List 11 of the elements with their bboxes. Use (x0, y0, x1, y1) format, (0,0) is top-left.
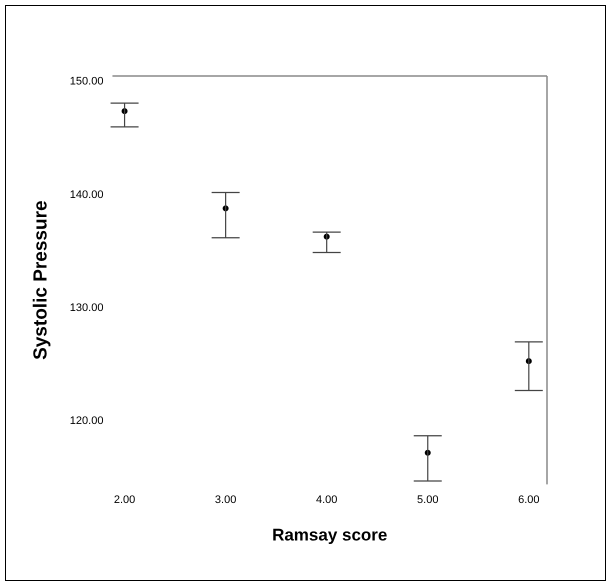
x-tick-label: 3.00 (214, 494, 236, 506)
y-tick-label: 130.00 (70, 302, 104, 314)
x-tick-label: 2.00 (114, 494, 136, 506)
x-axis-title: Ramsay score (272, 525, 388, 544)
x-tick-label: 4.00 (316, 494, 338, 506)
x-tick-label: 6.00 (518, 494, 540, 506)
y-tick-label: 120.00 (70, 415, 104, 428)
x-tick-label: 5.00 (417, 494, 438, 506)
y-tick-label: 140.00 (70, 188, 104, 201)
y-axis-title: Systolic Pressure (30, 200, 52, 360)
y-tick-label: 150.00 (70, 76, 104, 88)
